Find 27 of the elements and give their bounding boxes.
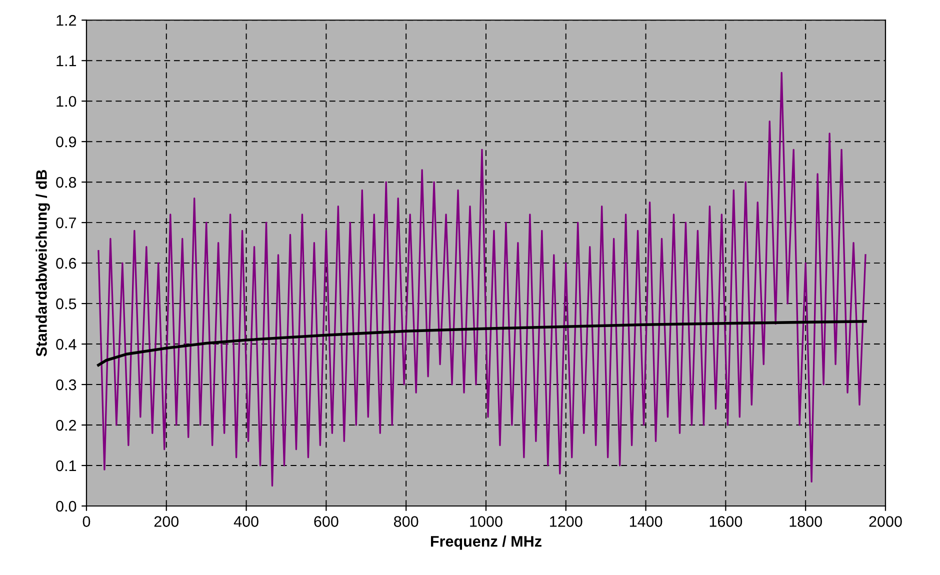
y-tick-label: 0.6 (56, 258, 76, 269)
x-tick-label: 0 (82, 516, 90, 527)
x-tick-label: 400 (234, 516, 258, 527)
x-tick-label: 1200 (550, 516, 582, 527)
x-tick-label: 600 (314, 516, 338, 527)
y-tick-label: 0.3 (56, 379, 76, 390)
x-tick-label: 1000 (470, 516, 502, 527)
y-tick-label: 0.8 (56, 176, 76, 188)
x-tick-label: 200 (154, 516, 179, 527)
line-series (98, 72, 866, 487)
y-tick-label: 0.9 (56, 136, 76, 148)
x-tick-label: 2000 (869, 516, 902, 527)
x-tick-label: 1400 (630, 516, 662, 527)
y-axis-title: Standardabweichung / dB (36, 170, 50, 356)
y-tick-label: 0.2 (56, 420, 76, 431)
y-tick-label: 1.0 (56, 96, 76, 107)
y-tick-label: 1.2 (56, 14, 76, 26)
y-tick-label: 1.1 (56, 56, 76, 66)
x-tick-label: 1800 (790, 516, 822, 527)
y-tick-label: 0.1 (56, 460, 76, 472)
y-tick-label: 0.4 (56, 338, 76, 350)
x-axis-title: Frequenz / MHz (430, 536, 542, 550)
y-tick-label: 0.0 (56, 500, 76, 512)
y-tick-label: 0.7 (56, 217, 76, 228)
x-tick-label: 1600 (710, 516, 742, 527)
x-tick-label: 800 (394, 516, 418, 527)
y-tick-label: 0.5 (56, 298, 76, 310)
